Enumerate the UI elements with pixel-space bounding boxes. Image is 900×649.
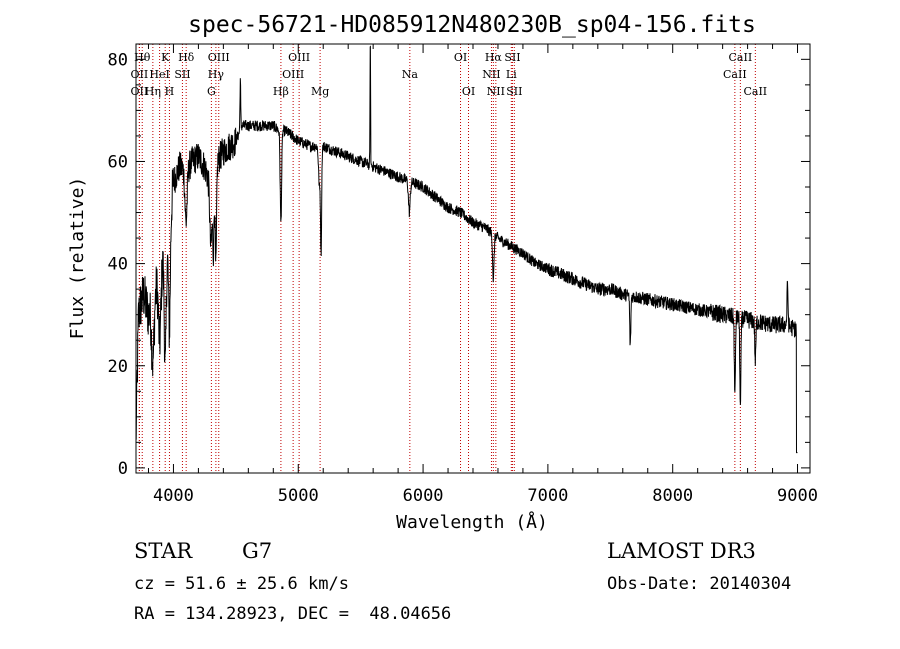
line-marker-label: CaII [723, 68, 747, 81]
line-marker-labels: HθOIIOIIHηHeIKHSIIHδGHγOIIIHβOIIIOIIIMgN… [131, 51, 768, 98]
x-tick-label: 6000 [403, 486, 444, 506]
line-marker-label: Hγ [208, 68, 225, 81]
line-marker-label: SII [174, 68, 190, 81]
line-marker-label: Na [402, 68, 419, 81]
line-marker-label: OII [131, 85, 149, 98]
plot-frame [135, 43, 811, 474]
redshift-readout: cz = 51.6 ± 25.6 km/s [134, 574, 349, 594]
y-tick-label: 60 [108, 152, 128, 172]
line-marker-label: NII [487, 85, 505, 98]
line-marker-label: CaII [743, 85, 767, 98]
object-subclass: G7 [242, 539, 273, 563]
line-marker-label: Hη [145, 85, 161, 98]
x-tick-label: 9000 [777, 486, 818, 506]
line-marker-label: HeI [149, 68, 169, 81]
line-marker-label: K [161, 51, 170, 64]
object-class: STAR [134, 539, 193, 563]
coordinates-readout: RA = 134.28923, DEC = 48.04656 [134, 604, 452, 624]
y-tick-label: 40 [108, 255, 128, 275]
line-marker-label: SII [504, 51, 520, 64]
line-marker-label: OII [131, 68, 149, 81]
spectrum-line [135, 45, 798, 454]
x-axis-label: Wavelength (Å) [396, 511, 548, 533]
line-marker-label: Hα [485, 51, 503, 64]
line-marker-label: Hδ [178, 51, 195, 64]
line-marker-label: OI [454, 51, 467, 64]
y-tick-label: 80 [108, 50, 128, 70]
y-tick-label: 20 [108, 357, 128, 377]
line-marker-label: Mg [311, 85, 329, 98]
x-tick-label: 4000 [153, 486, 194, 506]
line-marker-label: NII [482, 68, 500, 81]
x-tick-label: 8000 [652, 486, 693, 506]
line-markers [138, 44, 756, 473]
line-marker-label: CaII [729, 51, 753, 64]
observation-date: Obs-Date: 20140304 [607, 574, 792, 594]
x-tick-label: 7000 [527, 486, 568, 506]
line-marker-label: SII [506, 85, 522, 98]
line-marker-label: Li [506, 68, 517, 81]
survey-name: LAMOST DR3 [607, 539, 756, 563]
line-marker-label: H [165, 85, 175, 98]
axis-tick-labels: 4000 5000 6000 7000 8000 9000 0 20 40 60 80 [108, 50, 818, 506]
line-marker-label: OIII [282, 68, 304, 81]
line-marker-label: OIII [288, 51, 310, 64]
axis-ticks [136, 44, 810, 473]
line-marker-label: G [207, 85, 216, 98]
line-marker-label: OIII [208, 51, 230, 64]
y-tick-label: 0 [118, 459, 128, 479]
chart-title: spec-56721-HD085912N480230B_sp04-156.fit… [188, 12, 756, 38]
line-marker-label: OI [462, 85, 475, 98]
line-marker-label: Hθ [134, 51, 151, 64]
line-marker-label: Hβ [273, 85, 289, 98]
x-tick-label: 5000 [278, 486, 319, 506]
y-axis-label: Flux (relative) [67, 177, 88, 340]
